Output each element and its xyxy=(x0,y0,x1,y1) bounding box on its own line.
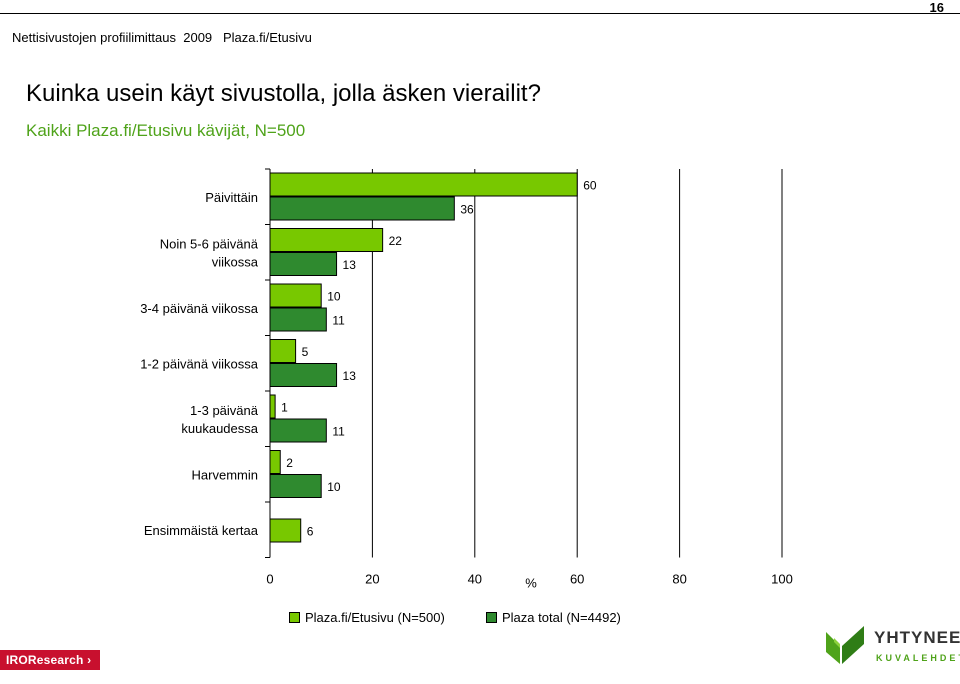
header-divider xyxy=(0,13,960,14)
data-label: 10 xyxy=(327,290,341,304)
page-title: Kuinka usein käyt sivustolla, jolla äske… xyxy=(26,80,541,107)
bar xyxy=(269,363,338,387)
category-label: 3-4 päivänä viikossa xyxy=(140,301,259,316)
x-tick-label: 40 xyxy=(468,572,482,587)
category-label: Päivittäin xyxy=(205,190,258,205)
data-label: 1 xyxy=(281,401,288,415)
bar xyxy=(269,518,302,543)
data-label: 6 xyxy=(307,525,314,539)
breadcrumb: Nettisivustojen profiilimittaus 2009 Pla… xyxy=(12,30,312,45)
x-tick-label: 0 xyxy=(266,572,273,587)
bar xyxy=(269,450,281,474)
legend-item-series-2: Plaza total (N=4492) xyxy=(486,610,621,625)
bar xyxy=(269,252,338,276)
data-label: 5 xyxy=(302,345,309,359)
data-label: 10 xyxy=(327,480,341,494)
x-tick-label: 80 xyxy=(672,572,686,587)
page-subtitle: Kaikki Plaza.fi/Etusivu kävijät, N=500 xyxy=(26,121,306,140)
legend-swatch-series-2 xyxy=(486,612,497,623)
bar xyxy=(269,172,578,197)
category-label: viikossa xyxy=(212,254,259,269)
legend-item-series-1: Plaza.fi/Etusivu (N=500) xyxy=(289,610,445,625)
category-label: Ensimmäistä kertaa xyxy=(144,523,259,538)
bar xyxy=(269,283,322,308)
legend-label-series-1: Plaza.fi/Etusivu (N=500) xyxy=(305,610,445,625)
category-label: 1-3 päivänä xyxy=(190,403,259,418)
x-axis-label: % xyxy=(525,576,537,591)
data-label: 11 xyxy=(332,425,345,439)
yhtyneet-wordmark: YHTYNEET xyxy=(874,628,960,647)
data-label: 60 xyxy=(583,179,597,193)
bar xyxy=(269,307,327,332)
bar xyxy=(269,196,455,221)
category-label: kuukaudessa xyxy=(181,421,258,436)
bar xyxy=(269,474,322,498)
data-label: 2 xyxy=(286,456,293,470)
category-label: Noin 5-6 päivänä xyxy=(160,236,259,251)
data-label: 22 xyxy=(389,234,403,248)
legend-label-series-2: Plaza total (N=4492) xyxy=(502,610,621,625)
bar xyxy=(269,418,327,443)
page-number: 16 xyxy=(929,0,944,15)
bar xyxy=(269,228,384,252)
category-label: Harvemmin xyxy=(192,467,258,482)
yhtyneet-kuvalehdet-logo: YHTYNEET KUVALEHDET xyxy=(820,622,960,672)
x-tick-label: 20 xyxy=(365,572,379,587)
x-tick-label: 60 xyxy=(570,572,584,587)
iro-research-logo: IROResearch › xyxy=(0,650,100,670)
bar xyxy=(269,394,276,419)
data-label: 11 xyxy=(332,314,345,328)
category-label: 1-2 päivänä viikossa xyxy=(140,356,259,371)
kuvalehdet-wordmark: KUVALEHDET xyxy=(876,653,960,663)
legend-swatch-series-1 xyxy=(289,612,300,623)
data-label: 13 xyxy=(343,369,357,383)
x-tick-label: 100 xyxy=(771,572,793,587)
leaf-icon xyxy=(826,626,864,664)
data-label: 36 xyxy=(460,203,474,217)
data-label: 13 xyxy=(343,258,357,272)
bar xyxy=(269,339,297,363)
